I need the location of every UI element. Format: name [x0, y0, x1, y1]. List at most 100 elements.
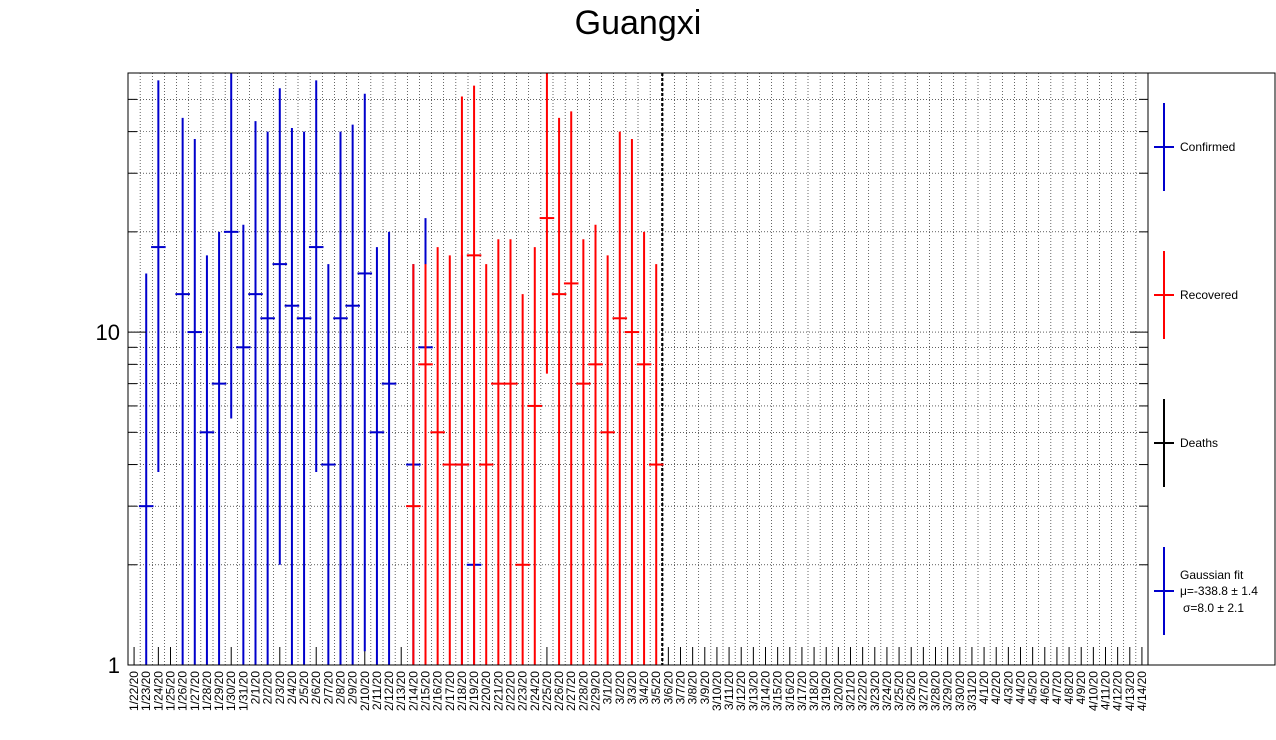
x-tick-label: 3/16/20 [783, 671, 797, 711]
x-tick-label: 2/22/20 [504, 671, 518, 711]
x-tick-label: 4/13/20 [1123, 671, 1137, 711]
y-tick-label: 10 [96, 320, 120, 345]
x-tick-label: 3/22/20 [856, 671, 870, 711]
x-tick-label: 1/24/20 [151, 671, 165, 711]
x-tick-label: 3/15/20 [771, 671, 785, 711]
x-tick-label: 3/26/20 [904, 671, 918, 711]
x-tick-label: 4/10/20 [1086, 671, 1100, 711]
x-tick-label: 2/5/20 [297, 671, 311, 705]
x-tick-label: 2/8/20 [334, 671, 348, 705]
x-tick-label: 2/17/20 [443, 671, 457, 711]
x-tick-label: 3/19/20 [819, 671, 833, 711]
x-tick-label: 3/30/20 [953, 671, 967, 711]
x-tick-label: 1/30/20 [224, 671, 238, 711]
x-tick-label: 2/4/20 [285, 671, 299, 705]
x-tick-label: 2/20/20 [479, 671, 493, 711]
x-tick-label: 2/15/20 [419, 671, 433, 711]
x-tick-label: 2/13/20 [394, 671, 408, 711]
x-tick-label: 1/26/20 [176, 671, 190, 711]
x-tick-label: 4/7/20 [1050, 671, 1064, 705]
x-tick-label: 3/10/20 [710, 671, 724, 711]
x-tick-label: 2/7/20 [321, 671, 335, 705]
x-tick-label: 2/27/20 [564, 671, 578, 711]
x-tick-label: 2/18/20 [455, 671, 469, 711]
x-tick-label: 2/14/20 [406, 671, 420, 711]
x-tick-label: 1/27/20 [188, 671, 202, 711]
x-tick-label: 4/1/20 [977, 671, 991, 705]
x-tick-label: 1/31/20 [236, 671, 250, 711]
x-tick-label: 2/26/20 [552, 671, 566, 711]
x-tick-label: 4/6/20 [1038, 671, 1052, 705]
chart-title: Guangxi [574, 4, 702, 42]
x-tick-label: 3/8/20 [686, 671, 700, 705]
x-tick-label: 2/28/20 [576, 671, 590, 711]
x-tick-label: 4/3/20 [1001, 671, 1015, 705]
x-tick-label: 3/12/20 [734, 671, 748, 711]
x-tick-label: 2/29/20 [589, 671, 603, 711]
x-tick-label: 2/19/20 [467, 671, 481, 711]
x-tick-label: 2/3/20 [273, 671, 287, 705]
x-tick-labels: 1/22/201/23/201/24/201/25/201/26/201/27/… [127, 671, 1149, 711]
x-tick-label: 1/29/20 [212, 671, 226, 711]
x-tick-label: 3/4/20 [637, 671, 651, 705]
x-tick-label: 2/10/20 [358, 671, 372, 711]
legend-label-recovered: Recovered [1180, 288, 1238, 302]
x-tick-label: 2/9/20 [346, 671, 360, 705]
x-tick-label: 3/23/20 [868, 671, 882, 711]
x-tick-label: 3/7/20 [674, 671, 688, 705]
series-marks [133, 73, 1143, 665]
y-tick-label: 1 [108, 653, 120, 678]
x-tick-label: 2/24/20 [528, 671, 542, 711]
x-tick-label: 2/11/20 [370, 671, 384, 710]
x-tick-label: 2/25/20 [540, 671, 554, 711]
x-tick-label: 4/9/20 [1074, 671, 1088, 705]
legend-label-confirmed: Confirmed [1180, 140, 1235, 154]
plot-border [127, 72, 1149, 666]
x-tick-label: 1/23/20 [139, 671, 153, 711]
legend-fit-sigma: σ=8.0 ± 2.1 [1183, 601, 1244, 615]
x-tick-label: 2/23/20 [516, 671, 530, 711]
x-tick-label: 2/1/20 [249, 671, 263, 705]
x-tick-label: 2/6/20 [309, 671, 323, 705]
x-tick-label: 3/9/20 [698, 671, 712, 705]
legend-label-deaths: Deaths [1180, 436, 1218, 450]
legend-label-fit: Gaussian fit [1180, 568, 1244, 582]
x-tick-label: 4/11/20 [1099, 671, 1113, 710]
x-tick-label: 4/12/20 [1111, 671, 1125, 711]
x-tick-label: 2/21/20 [491, 671, 505, 711]
x-tick-label: 3/21/20 [844, 671, 858, 711]
x-tick-label: 3/13/20 [746, 671, 760, 711]
x-tick-label: 3/5/20 [649, 671, 663, 705]
x-tick-label: 4/2/20 [989, 671, 1003, 705]
x-tick-label: 1/25/20 [164, 671, 178, 711]
y-tick-labels: 1 10 [96, 98, 1148, 678]
x-tick-label: 4/14/20 [1135, 671, 1149, 711]
x-tick-label: 3/31/20 [965, 671, 979, 711]
x-tick-label: 3/14/20 [759, 671, 773, 711]
x-tick-label: 3/3/20 [625, 671, 639, 705]
x-tick-label: 3/17/20 [795, 671, 809, 711]
legend-box [1147, 72, 1276, 666]
x-tick-label: 1/28/20 [200, 671, 214, 711]
x-tick-label: 3/29/20 [941, 671, 955, 711]
x-tick-label: 3/1/20 [601, 671, 615, 705]
x-tick-label: 4/5/20 [1026, 671, 1040, 705]
grid-lines [128, 73, 1148, 665]
x-tick-label: 2/2/20 [261, 671, 275, 705]
x-tick-label: 3/28/20 [929, 671, 943, 711]
legend-fit-mu: μ=-338.8 ± 1.4 [1180, 584, 1258, 598]
x-tick-label: 3/20/20 [831, 671, 845, 711]
x-tick-label: 4/4/20 [1014, 671, 1028, 705]
x-tick-label: 3/27/20 [916, 671, 930, 711]
x-tick-label: 3/11/20 [722, 671, 736, 710]
plot-frame [127, 72, 1149, 666]
x-tick-label: 3/6/20 [661, 671, 675, 705]
x-tick-label: 4/8/20 [1062, 671, 1076, 705]
x-tick-label: 3/24/20 [880, 671, 894, 711]
x-tick-label: 2/12/20 [382, 671, 396, 711]
x-tick-label: 1/22/20 [127, 671, 141, 711]
legend: Confirmed Recovered Deaths Gaussian fit μ=-3… [1147, 72, 1276, 666]
x-tick-label: 2/16/20 [431, 671, 445, 711]
x-tick-label: 3/25/20 [892, 671, 906, 711]
